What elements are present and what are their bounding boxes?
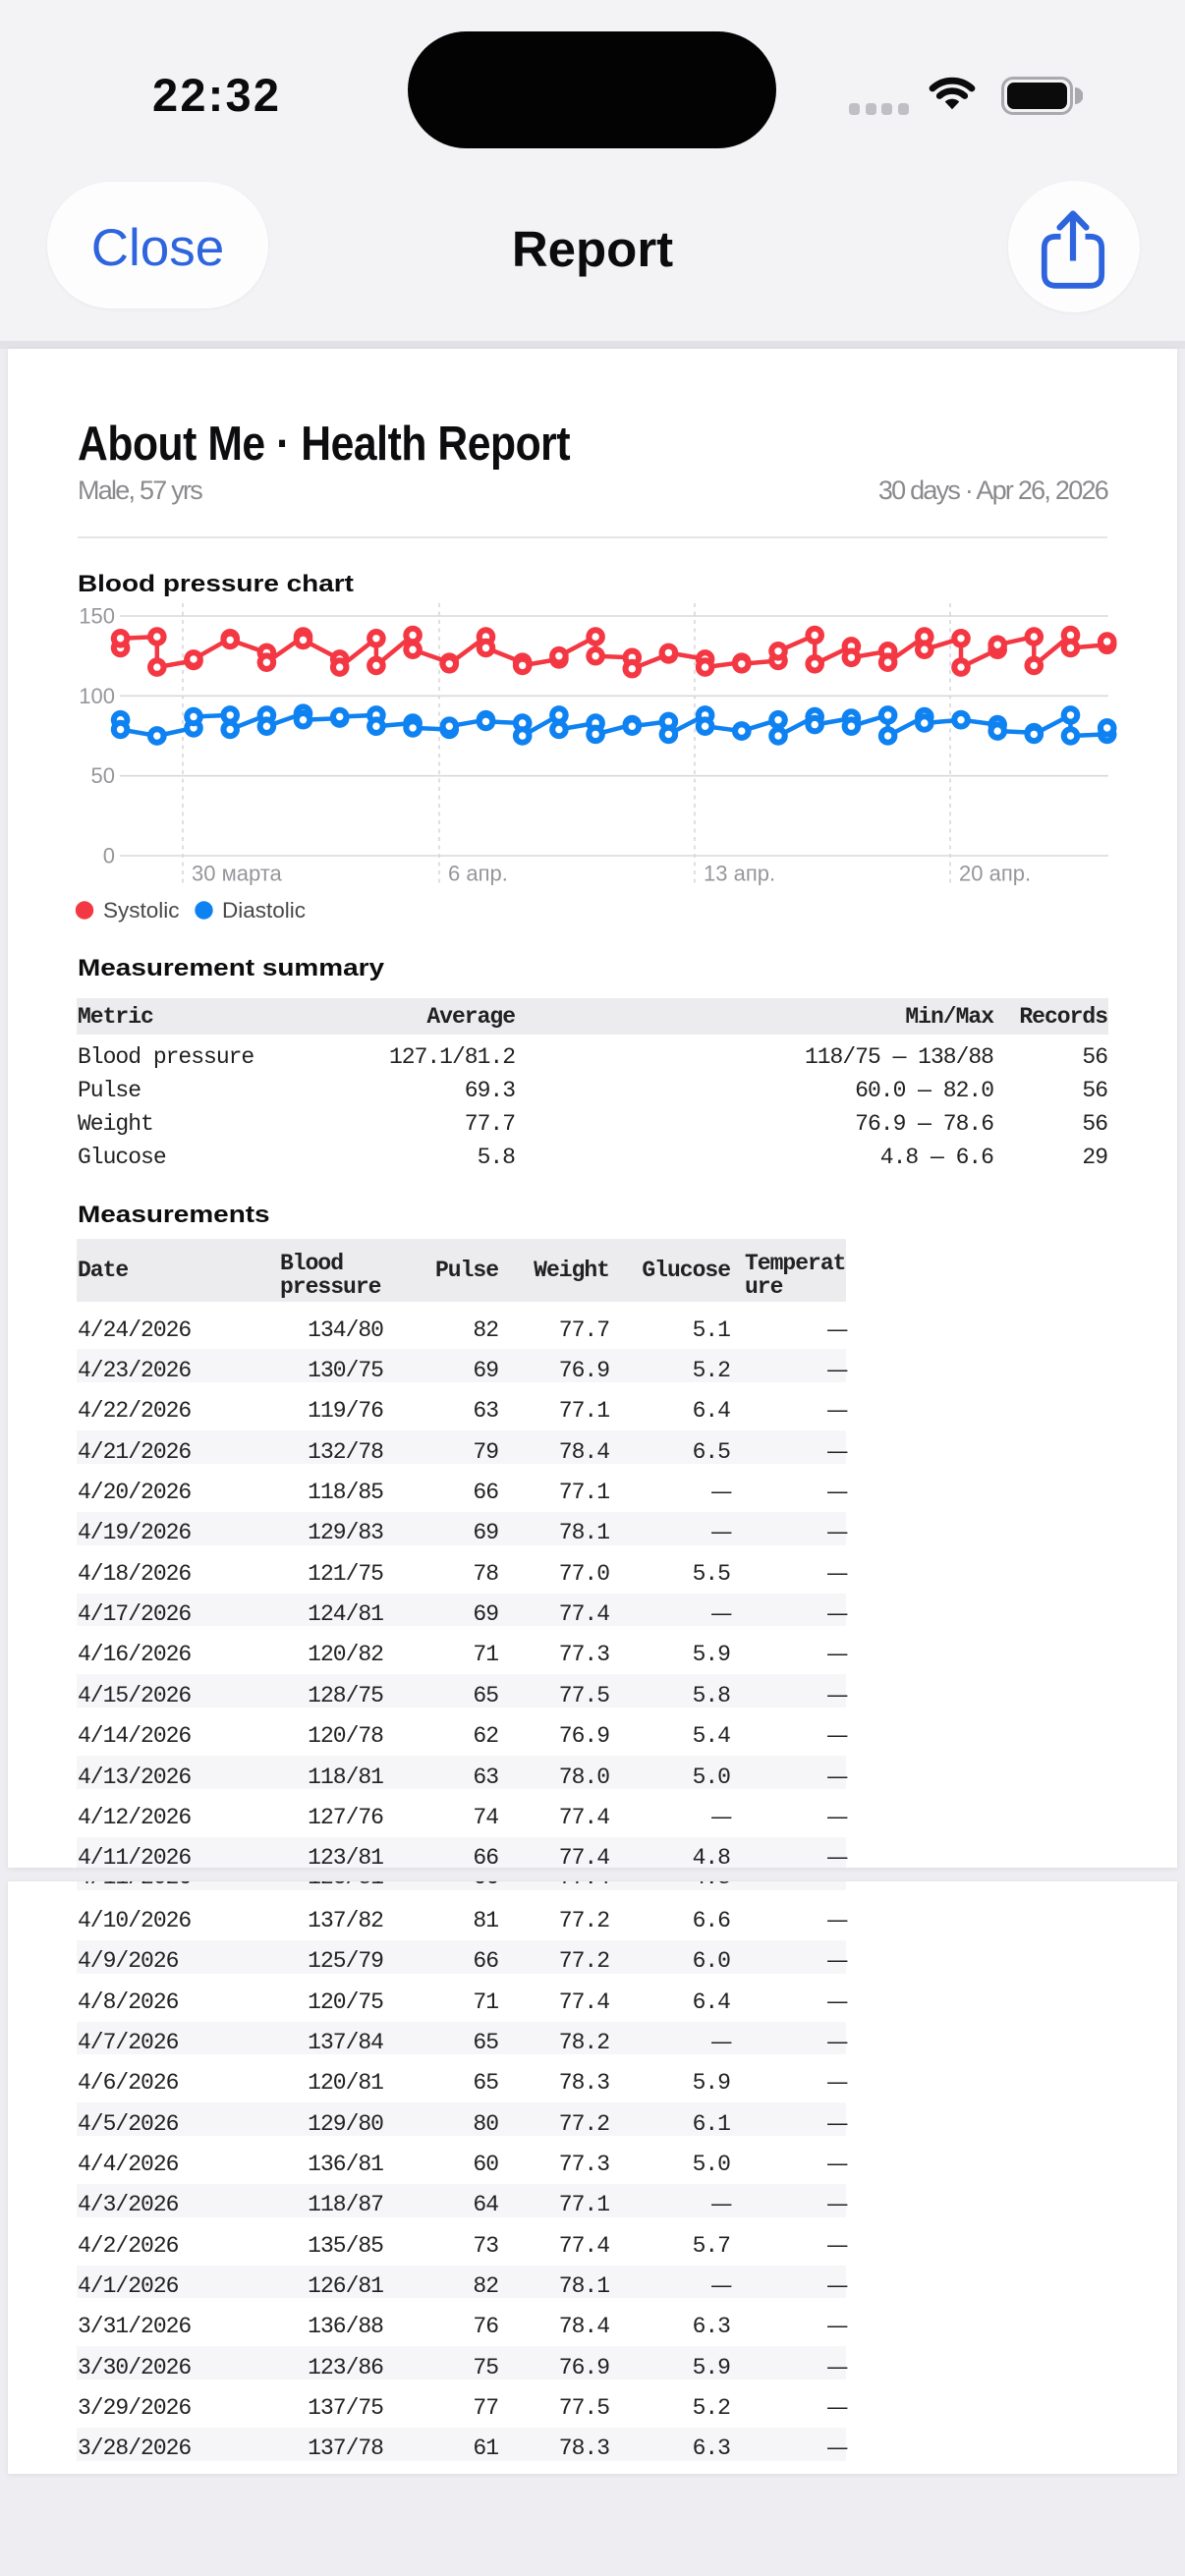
svg-text:13 апр.: 13 апр. — [704, 862, 775, 886]
svg-text:150: 150 — [79, 604, 115, 629]
svg-text:0: 0 — [103, 844, 115, 868]
svg-text:100: 100 — [79, 684, 115, 708]
svg-text:Systolic: Systolic — [103, 898, 180, 923]
svg-text:20 апр.: 20 апр. — [959, 862, 1031, 886]
svg-text:30 марта: 30 марта — [192, 862, 283, 886]
svg-text:6 апр.: 6 апр. — [448, 862, 508, 886]
svg-text:50: 50 — [91, 763, 115, 788]
svg-text:Diastolic: Diastolic — [222, 898, 306, 923]
